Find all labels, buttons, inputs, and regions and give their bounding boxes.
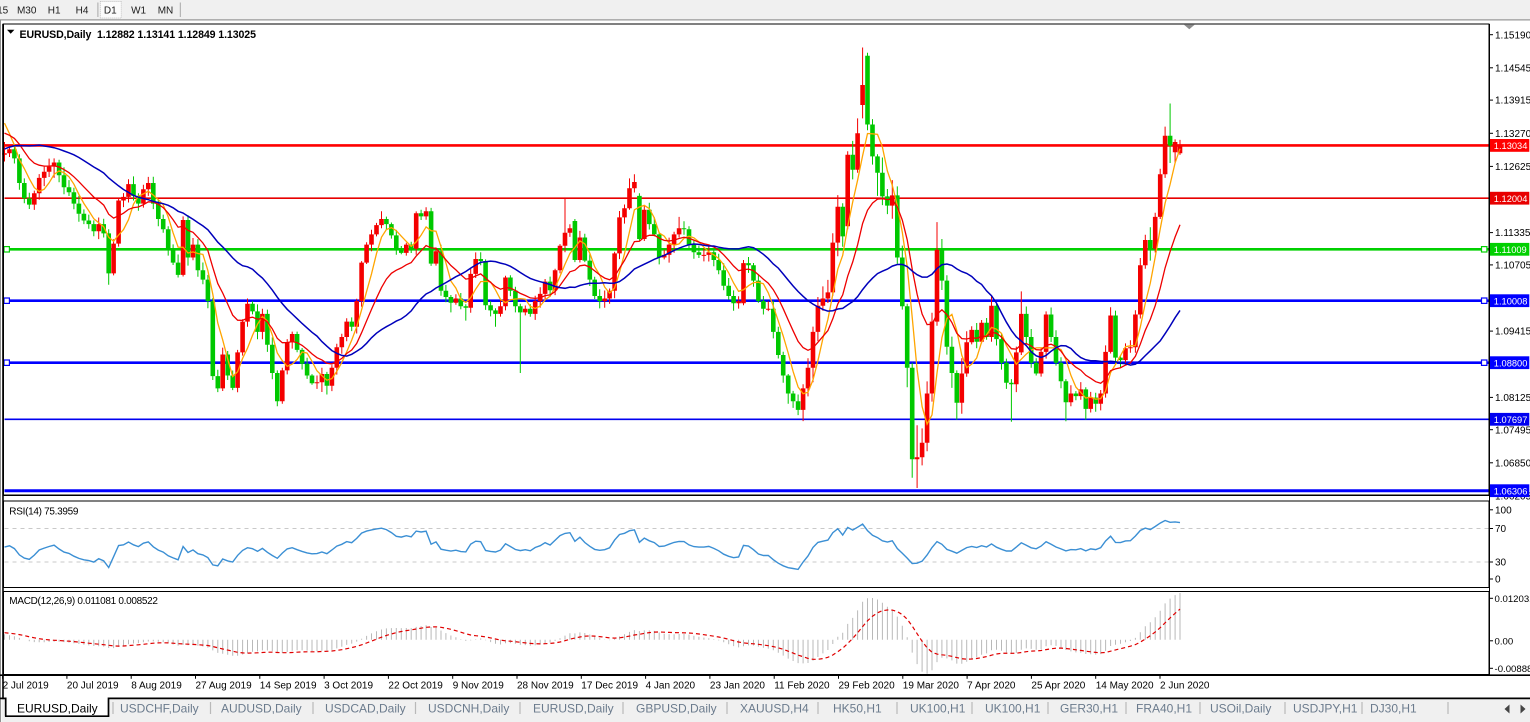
svg-text:1.13915: 1.13915	[1495, 96, 1530, 107]
svg-text:1.11335: 1.11335	[1495, 228, 1530, 239]
svg-text:D1: D1	[104, 6, 117, 17]
svg-text:AUDUSD,Daily: AUDUSD,Daily	[221, 701, 302, 715]
svg-text:100: 100	[1495, 505, 1512, 516]
svg-text:HK50,H1: HK50,H1	[833, 701, 882, 715]
svg-text:1.13270: 1.13270	[1495, 129, 1530, 140]
svg-text:FRA40,H1: FRA40,H1	[1136, 701, 1192, 715]
svg-text:2 Jun 2020: 2 Jun 2020	[1160, 680, 1210, 691]
svg-text:0.00: 0.00	[1495, 636, 1514, 647]
svg-text:30: 30	[1495, 558, 1507, 569]
svg-text:27 Aug 2019: 27 Aug 2019	[196, 680, 253, 691]
svg-text:-0.008881: -0.008881	[1495, 664, 1530, 675]
svg-text:1.06850: 1.06850	[1495, 458, 1530, 469]
svg-text:14 Sep 2019: 14 Sep 2019	[260, 680, 317, 691]
svg-text:9 Nov 2019: 9 Nov 2019	[453, 680, 505, 691]
svg-text:0.012031: 0.012031	[1495, 594, 1530, 605]
svg-text:1.06306: 1.06306	[1494, 486, 1528, 496]
svg-text:MN: MN	[158, 6, 174, 17]
svg-text:EURUSD,Daily: EURUSD,Daily	[533, 701, 614, 715]
svg-text:GBPUSD,Daily: GBPUSD,Daily	[636, 701, 717, 715]
svg-text:XAUUSD,H4: XAUUSD,H4	[740, 701, 809, 715]
svg-text:3 Oct 2019: 3 Oct 2019	[324, 680, 373, 691]
svg-text:17 Dec 2019: 17 Dec 2019	[581, 680, 638, 691]
svg-text:1.12004: 1.12004	[1494, 194, 1528, 204]
svg-text:1.10008: 1.10008	[1494, 296, 1528, 306]
svg-text:H1: H1	[48, 6, 61, 17]
svg-text:M15: M15	[0, 6, 9, 17]
svg-text:1.08125: 1.08125	[1495, 393, 1530, 404]
svg-text:19 Mar 2020: 19 Mar 2020	[903, 680, 960, 691]
svg-text:4 Jan 2020: 4 Jan 2020	[646, 680, 696, 691]
svg-text:UK100,H1: UK100,H1	[985, 701, 1041, 715]
svg-text:1.09415: 1.09415	[1495, 327, 1530, 338]
svg-text:11 Feb 2020: 11 Feb 2020	[774, 680, 830, 691]
svg-text:EURUSD,Daily 1.12882 1.13141: EURUSD,Daily 1.12882 1.13141 1.12849 1.1…	[20, 29, 257, 41]
svg-text:MACD(12,26,9) 0.011081 0.00852: MACD(12,26,9) 0.011081 0.008522	[9, 596, 158, 607]
svg-text:USDCAD,Daily: USDCAD,Daily	[325, 701, 406, 715]
svg-text:1.10705: 1.10705	[1495, 261, 1530, 272]
svg-text:DJ30,H1: DJ30,H1	[1370, 701, 1417, 715]
svg-text:29 Feb 2020: 29 Feb 2020	[839, 680, 896, 691]
svg-text:H4: H4	[76, 6, 89, 17]
svg-text:USOil,Daily: USOil,Daily	[1210, 701, 1271, 715]
svg-text:14 May 2020: 14 May 2020	[1096, 680, 1154, 691]
svg-text:USDJPY,H1: USDJPY,H1	[1293, 701, 1358, 715]
svg-text:1.13034: 1.13034	[1494, 141, 1528, 151]
svg-text:W1: W1	[131, 6, 146, 17]
svg-text:USDCNH,Daily: USDCNH,Daily	[428, 701, 509, 715]
svg-text:25 Apr 2020: 25 Apr 2020	[1031, 680, 1085, 691]
svg-text:1.07495: 1.07495	[1495, 425, 1530, 436]
svg-text:UK100,H1: UK100,H1	[910, 701, 966, 715]
svg-text:70: 70	[1495, 524, 1507, 535]
svg-text:EURUSD,Daily: EURUSD,Daily	[17, 701, 98, 715]
svg-text:7 Apr 2020: 7 Apr 2020	[967, 680, 1016, 691]
svg-text:RSI(14) 75.3959: RSI(14) 75.3959	[9, 507, 79, 518]
svg-text:M30: M30	[17, 6, 37, 17]
svg-text:USDCHF,Daily: USDCHF,Daily	[120, 701, 199, 715]
svg-text:8 Aug 2019: 8 Aug 2019	[131, 680, 182, 691]
svg-text:2 Jul 2019: 2 Jul 2019	[3, 680, 50, 691]
svg-text:GER30,H1: GER30,H1	[1060, 701, 1118, 715]
svg-text:1.14545: 1.14545	[1495, 63, 1530, 74]
svg-text:23 Jan 2020: 23 Jan 2020	[710, 680, 765, 691]
svg-text:20 Jul 2019: 20 Jul 2019	[67, 680, 119, 691]
svg-text:28 Nov 2019: 28 Nov 2019	[517, 680, 574, 691]
svg-text:22 Oct 2019: 22 Oct 2019	[388, 680, 443, 691]
svg-text:1.15190: 1.15190	[1495, 30, 1530, 41]
svg-text:1.11009: 1.11009	[1494, 245, 1527, 255]
svg-text:1.07697: 1.07697	[1494, 415, 1528, 425]
svg-text:0: 0	[1495, 575, 1501, 586]
svg-text:1.12625: 1.12625	[1495, 162, 1530, 173]
svg-text:1.08800: 1.08800	[1494, 358, 1528, 368]
